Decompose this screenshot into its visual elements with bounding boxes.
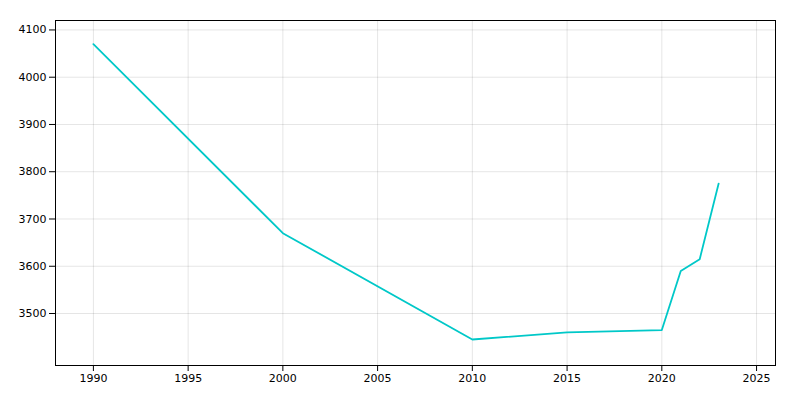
svg-text:2020: 2020 — [648, 372, 676, 385]
svg-text:3800: 3800 — [19, 165, 47, 178]
svg-text:3900: 3900 — [19, 118, 47, 131]
svg-text:2010: 2010 — [458, 372, 486, 385]
svg-text:1990: 1990 — [79, 372, 107, 385]
svg-text:4100: 4100 — [19, 23, 47, 36]
svg-text:2000: 2000 — [269, 372, 297, 385]
svg-text:1995: 1995 — [174, 372, 202, 385]
svg-text:3500: 3500 — [19, 307, 47, 320]
svg-text:3700: 3700 — [19, 213, 47, 226]
svg-text:4000: 4000 — [19, 71, 47, 84]
svg-text:2015: 2015 — [553, 372, 581, 385]
svg-text:2025: 2025 — [743, 372, 771, 385]
svg-text:3600: 3600 — [19, 260, 47, 273]
svg-text:2005: 2005 — [364, 372, 392, 385]
